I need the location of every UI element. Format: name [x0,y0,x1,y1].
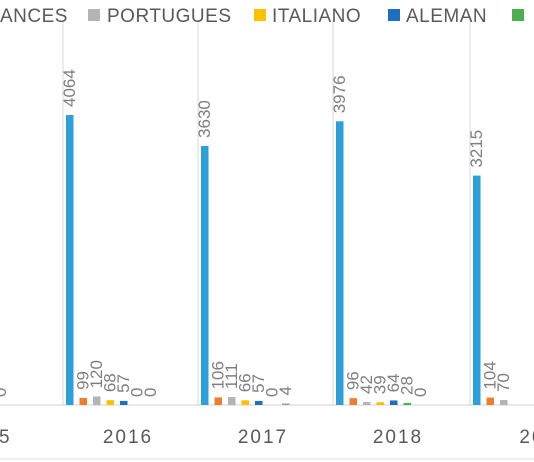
bar [486,397,494,405]
data-label: 111 [222,363,241,389]
legend-label: ITALIANO [272,6,361,27]
bar [93,396,101,405]
bar [500,400,508,405]
legend-swatch [512,9,524,21]
data-label: 39 [370,375,389,394]
legend-swatch [254,9,266,21]
bar [282,403,290,405]
bar [390,400,398,405]
data-label: 64 [384,374,403,393]
legend: ANCES PORTUGUES ITALIANO ALEMAN [0,6,524,27]
legend-label: ALEMAN [406,6,487,27]
data-label: 0 [141,388,160,397]
data-label: 4 [276,386,295,395]
bar [120,400,128,405]
x-tick-label: 2018 [373,427,423,448]
data-labels: 4100406499120685700363010611166570439769… [0,69,513,397]
bar [255,400,263,405]
data-label: 99 [73,371,92,390]
data-label: 120 [87,360,106,388]
data-label: 106 [208,361,227,389]
data-label: 57 [249,374,268,393]
bar [363,402,371,405]
bar [349,398,357,405]
bar [241,400,249,405]
data-label: 28 [397,376,416,395]
bar [66,115,74,405]
bar [403,403,411,405]
data-label: 42 [357,375,376,394]
data-label: 3215 [467,130,486,168]
bar [336,121,344,405]
legend-label: ANCES [0,6,68,27]
legend-swatch [388,9,400,21]
legend-label: PORTUGUES [107,6,232,27]
data-label: 57 [114,374,133,393]
x-tick-label: 2017 [238,427,288,448]
bar [473,175,481,405]
x-axis: 15 2016 2017 2018 20 [0,427,534,448]
bar [228,397,236,405]
data-label: 96 [343,371,362,390]
data-label: 0 [127,388,146,397]
data-label: 70 [494,373,513,392]
bars [66,115,508,405]
x-tick-label: 2016 [103,427,153,448]
legend-swatch [88,9,100,21]
x-tick-label: 15 [0,427,12,448]
data-label: 0 [0,388,10,397]
bar [376,402,384,405]
data-label: 3630 [195,100,214,138]
bar [201,145,209,405]
data-label: 0 [262,388,281,397]
data-label: 0 [411,388,430,397]
data-label: 104 [480,361,499,389]
category-separators [0,20,534,460]
bar [79,397,87,405]
data-label: 68 [100,373,119,392]
data-label: 66 [235,373,254,392]
data-label: 3976 [330,75,349,113]
data-label: 4064 [60,69,79,107]
bar [214,397,222,405]
bar [106,400,114,405]
x-tick-label: 20 [519,427,534,448]
